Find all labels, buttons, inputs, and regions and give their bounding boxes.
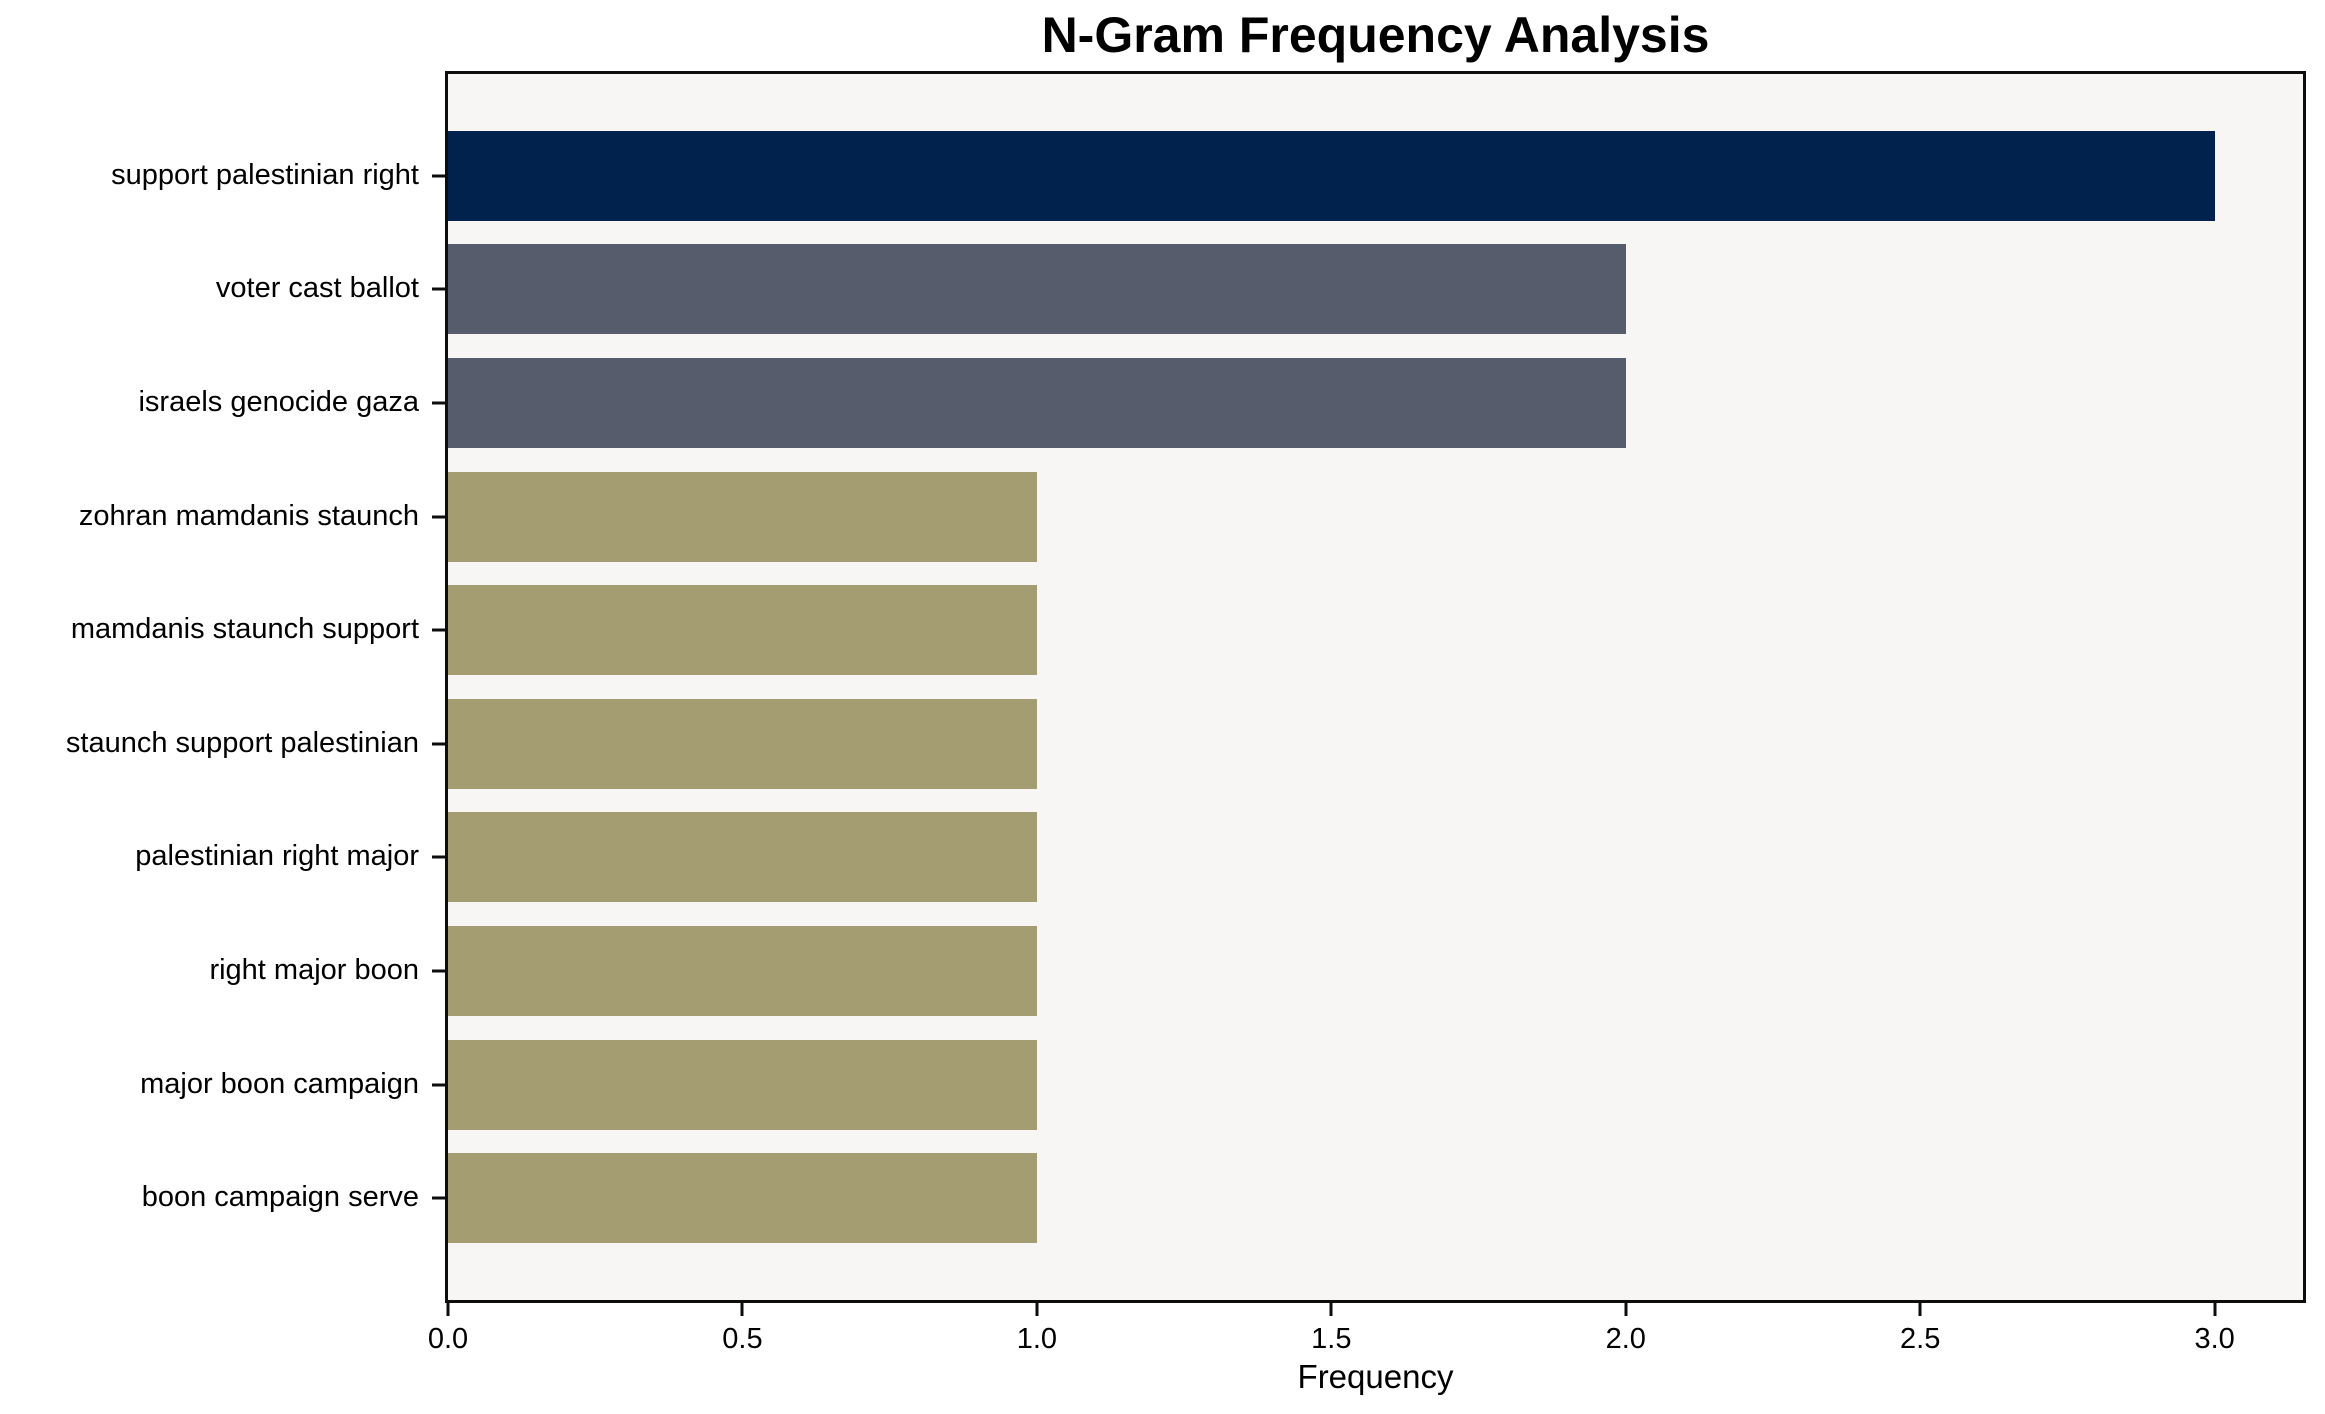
y-tick-label: palestinian right major	[135, 840, 419, 873]
y-tick-mark	[432, 401, 445, 405]
y-tick-label: major boon campaign	[140, 1067, 419, 1100]
y-tick-label: boon campaign serve	[141, 1181, 419, 1214]
y-tick-label: support palestinian right	[111, 158, 419, 191]
x-tick-label: 2.5	[1900, 1323, 1941, 1355]
x-axis-label: Frequency	[1297, 1358, 1454, 1395]
bar	[448, 926, 1037, 1016]
chart-title: N-Gram Frequency Analysis	[1041, 7, 1710, 63]
plot-area	[445, 71, 2306, 1303]
y-tick-mark	[432, 287, 445, 291]
y-tick-mark	[432, 1196, 445, 1200]
x-tick-mark	[1624, 1303, 1628, 1316]
y-tick-label: staunch support palestinian	[65, 726, 419, 759]
x-tick-label: 0.5	[722, 1323, 763, 1355]
bar	[448, 244, 1626, 335]
x-tick-label: 1.0	[1016, 1323, 1058, 1355]
x-tick-label: 0.0	[427, 1323, 469, 1355]
x-tick-mark	[740, 1303, 744, 1316]
y-tick-mark	[432, 515, 445, 519]
x-tick-mark	[446, 1303, 450, 1316]
x-tick-mark	[1329, 1303, 1333, 1316]
bar	[448, 358, 1626, 448]
y-tick-label: zohran mamdanis staunch	[78, 499, 419, 532]
x-tick-mark	[2213, 1303, 2217, 1316]
y-tick-mark	[432, 969, 445, 973]
x-tick-mark	[1918, 1303, 1922, 1316]
x-tick-label: 2.0	[1605, 1323, 1646, 1355]
y-tick-label: voter cast ballot	[215, 272, 419, 305]
y-tick-mark	[432, 1083, 445, 1087]
y-axis: support palestinian right voter cast ball…	[0, 74, 445, 1300]
x-tick-label: 3.0	[2194, 1323, 2235, 1355]
bar	[448, 1039, 1037, 1130]
y-tick-label: mamdanis staunch support	[70, 613, 419, 646]
x-axis: 0.0 0.5 1.0 1.5 2.0 2.5 3.0	[428, 1303, 2303, 1413]
y-tick-mark	[432, 628, 445, 632]
bar	[448, 585, 1037, 676]
y-tick-mark	[432, 855, 445, 859]
y-tick-label: israels genocide gaza	[138, 385, 419, 418]
x-tick-label: 1.5	[1311, 1323, 1352, 1355]
y-tick-mark	[432, 174, 445, 178]
y-tick-label: right major boon	[209, 953, 419, 986]
bar	[448, 698, 1037, 789]
y-tick-mark	[432, 742, 445, 746]
x-tick-mark	[1035, 1303, 1039, 1316]
bar	[448, 471, 1037, 562]
bar	[448, 130, 2215, 221]
bar	[448, 1153, 1037, 1244]
bar	[448, 812, 1037, 903]
